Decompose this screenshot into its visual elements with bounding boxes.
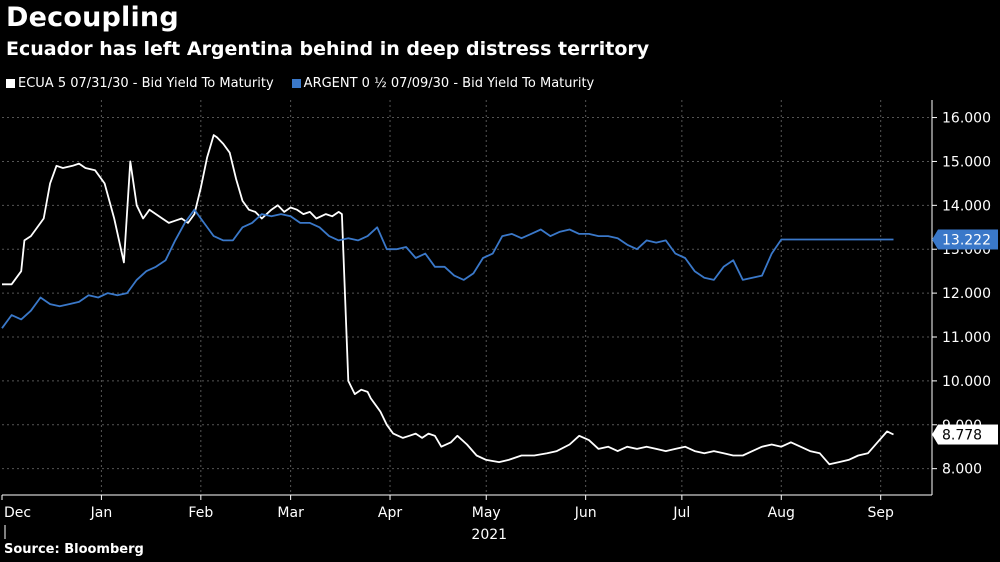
last-value-badge-argentina-arrow (932, 229, 938, 250)
x-year-label: 2021 (471, 527, 507, 543)
x-tick-label: Jul (672, 505, 690, 521)
x-tick-label: Feb (188, 505, 213, 521)
last-value-badge-ecuador-arrow (932, 424, 938, 445)
last-value-badge-argentina (938, 229, 998, 250)
y-tick-label: 15.000 (942, 154, 991, 170)
y-tick-label: 8.000 (942, 462, 982, 478)
x-tick-label: Sep (867, 505, 894, 521)
series-line-ecuador (2, 134, 894, 466)
source-note: Source: Bloomberg (4, 542, 144, 557)
legend-label-ecuador: ECUA 5 07/31/30 - Bid Yield To Maturity (18, 76, 274, 91)
y-tick-label: 12.000 (942, 286, 991, 302)
x-tick-label: Jun (574, 505, 597, 521)
series-line-argentina (1, 208, 894, 329)
x-tick-label: Mar (277, 505, 304, 521)
x-tick-label: May (472, 505, 501, 521)
chart-subtitle: Ecuador has left Argentina behind in dee… (6, 38, 650, 60)
legend-item-argentina: ARGENT 0 ½ 07/09/30 - Bid Yield To Matur… (291, 76, 595, 91)
chart-title: Decoupling (6, 2, 179, 33)
x-tick-label: Apr (378, 505, 402, 521)
y-tick-label: 14.000 (942, 198, 991, 214)
x-tick-label: Jan (90, 505, 113, 521)
last-value-badge-argentina-label: 13.222 (942, 232, 991, 248)
y-tick-label: 11.000 (942, 330, 991, 346)
legend-swatch-ecuador (6, 79, 15, 88)
x-tick-label: Aug (768, 505, 795, 521)
last-value-badge-ecuador (938, 424, 998, 445)
legend-item-ecuador: ECUA 5 07/31/30 - Bid Yield To Maturity (6, 76, 274, 91)
last-value-badge-ecuador-label: 8.778 (942, 428, 982, 444)
legend: ECUA 5 07/31/30 - Bid Yield To Maturity … (6, 76, 594, 91)
legend-label-argentina: ARGENT 0 ½ 07/09/30 - Bid Yield To Matur… (303, 76, 595, 91)
y-tick-label: 10.000 (942, 374, 991, 390)
x-tick-label: Dec (4, 505, 31, 521)
legend-swatch-argentina (291, 79, 301, 88)
y-tick-label: 16.000 (942, 111, 991, 127)
